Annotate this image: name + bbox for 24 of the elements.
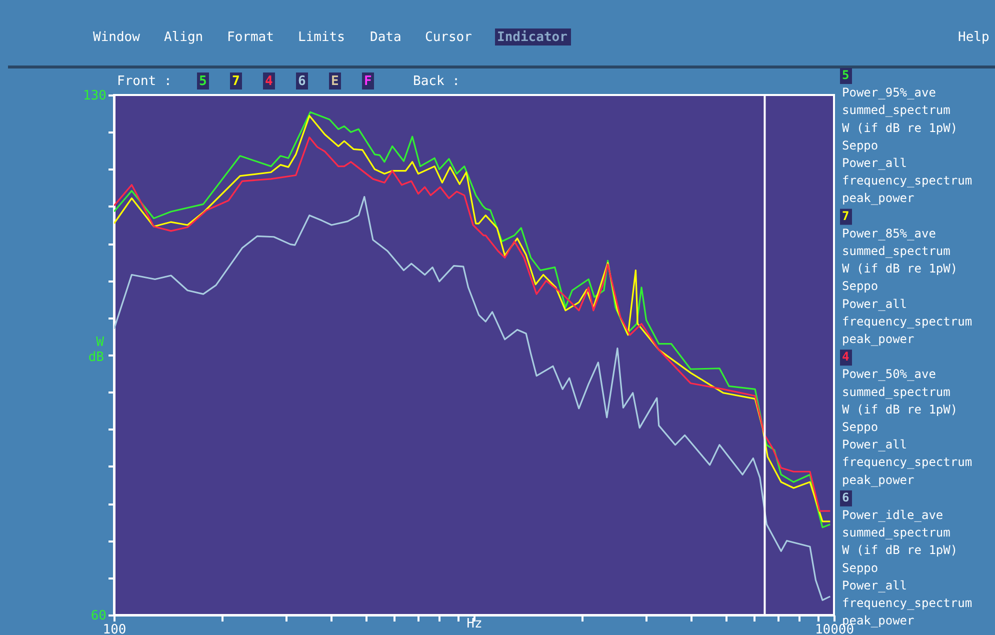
y-tick-label: 60 (90, 608, 106, 624)
text: 5 Power_95%_ave summed_spectrum W (if dB re 1pW) Seppo Power_all frequency_spectrum peak_power (842, 68, 972, 206)
text: 7 (232, 74, 240, 89)
text: Format (227, 30, 274, 45)
text: 4 Power_50%_ave summed_spectrum W (if dB re 1pW) Seppo Power_all frequency_spectrum peak_power (842, 350, 972, 487)
text: E (331, 74, 339, 89)
x-tick-label: 100 (102, 622, 126, 635)
text: Align (164, 30, 204, 45)
text: Back : (413, 74, 460, 89)
text: F (364, 74, 372, 89)
text: 7 Power_85%_ave summed_spectrum W (if dB re 1pW) Seppo Power_all frequency_spectrum peak_power (842, 208, 972, 346)
text: Cursor (425, 30, 472, 45)
text: Limits (298, 30, 345, 45)
y-tick-label: 130 (83, 88, 106, 104)
text: Window (93, 30, 140, 45)
text: Data (370, 30, 402, 45)
y-axis-title: W dB (88, 335, 104, 365)
text: 5 (199, 74, 207, 89)
x-axis-title: Hz (466, 616, 482, 632)
text: Help (958, 30, 990, 45)
text: Indicator (497, 30, 568, 45)
text: Front : (117, 74, 172, 89)
text: 4 (265, 74, 273, 89)
text: 6 (298, 74, 306, 89)
